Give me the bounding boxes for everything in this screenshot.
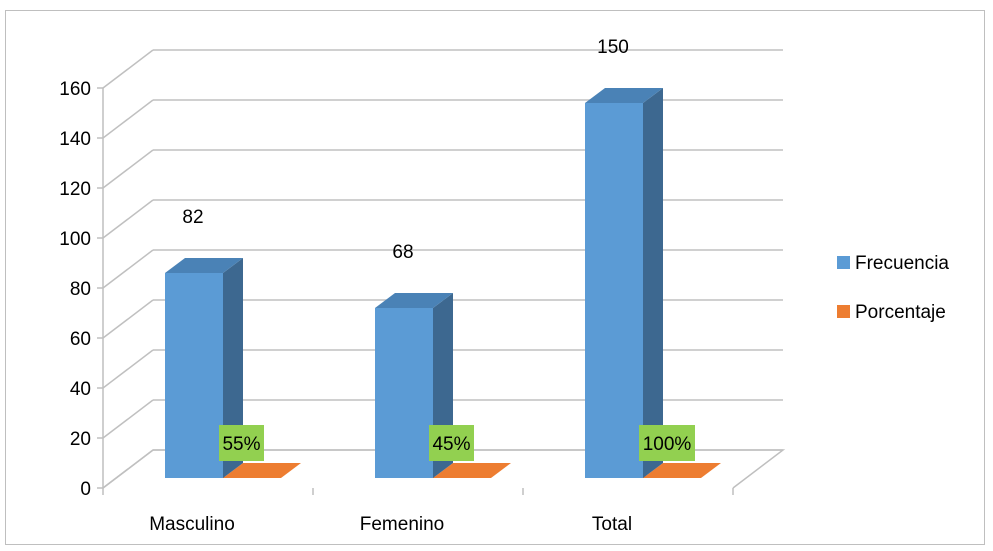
bar-frecuencia-side	[643, 88, 663, 478]
bar-porcentaje	[223, 463, 301, 478]
y-tick-label: 0	[80, 479, 91, 500]
gridline-side	[102, 449, 154, 489]
gridline-side	[102, 99, 154, 139]
chart-frame	[5, 10, 985, 545]
data-label-porcentaje: 100%	[643, 434, 692, 455]
bar-frecuencia	[585, 103, 643, 478]
y-tick-label: 60	[70, 329, 91, 350]
bar-porcentaje-front	[223, 476, 281, 478]
bar-frecuencia	[375, 308, 433, 478]
bar-porcentaje-front	[433, 476, 491, 478]
legend-label: Frecuencia	[855, 253, 949, 274]
y-tick-label: 120	[59, 179, 91, 200]
legend: Frecuencia Porcentaje	[837, 253, 949, 323]
gridline-side	[102, 49, 154, 89]
data-label-frecuencia: 82	[182, 207, 203, 228]
y-tick-label: 20	[70, 429, 91, 450]
gridline-side	[102, 399, 154, 439]
bar-porcentaje	[433, 463, 511, 478]
bar-porcentaje-front	[643, 475, 701, 478]
data-label-frecuencia: 68	[392, 242, 413, 263]
data-label-box-porcentaje	[429, 425, 474, 461]
bar-frecuencia-side	[223, 258, 243, 478]
gridline-side	[102, 349, 154, 389]
x-tick-label: Total	[592, 514, 632, 535]
data-label-box-porcentaje	[219, 425, 264, 461]
gridline-side	[102, 299, 154, 339]
legend-swatch	[837, 305, 850, 318]
data-label-porcentaje: 55%	[222, 434, 260, 455]
x-axis-ticks: Masculino Femenino Total	[102, 488, 734, 535]
gridline-side	[102, 199, 154, 239]
bar-frecuencia-top	[165, 258, 243, 273]
y-tick-label: 40	[70, 379, 91, 400]
data-label-frecuencia: 150	[597, 37, 629, 58]
y-tick-label: 80	[70, 279, 91, 300]
bars	[165, 88, 721, 478]
x-tick-label: Masculino	[149, 514, 235, 535]
bar-frecuencia	[165, 273, 223, 478]
x-tick-label: Femenino	[360, 514, 445, 535]
legend-swatch	[837, 256, 850, 269]
bar-frecuencia-top	[585, 88, 663, 103]
bar-porcentaje	[643, 463, 721, 478]
legend-label: Porcentaje	[855, 302, 946, 323]
gridline-side	[102, 149, 154, 189]
bar-frecuencia-top	[375, 293, 453, 308]
y-tick-label: 160	[59, 79, 91, 100]
data-labels: 82 55% 68 45% 150 100%	[182, 37, 695, 461]
data-label-porcentaje: 45%	[432, 434, 470, 455]
gridline-side	[102, 249, 154, 289]
data-label-box-porcentaje	[639, 425, 695, 461]
y-tick-label: 140	[59, 129, 91, 150]
y-axis-ticks: 0 20 40 60 80 100 120 140 160	[59, 79, 103, 500]
y-tick-label: 100	[59, 229, 91, 250]
